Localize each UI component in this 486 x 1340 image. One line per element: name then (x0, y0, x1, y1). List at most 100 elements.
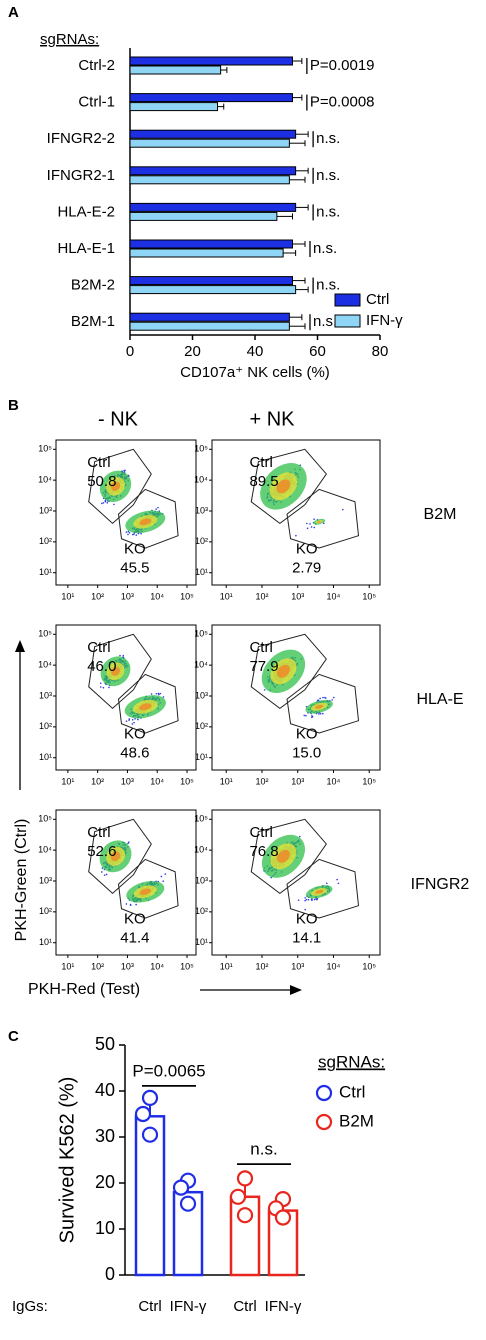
y-tick-label: 10¹ (195, 752, 208, 762)
x-tick-label: 0 (126, 343, 134, 360)
event-dot (125, 903, 128, 905)
event-dot (105, 873, 108, 876)
event-dot (309, 523, 311, 525)
event-dot (99, 686, 102, 688)
x-tick-label: 10¹ (220, 591, 233, 601)
gate-name: Ctrl (249, 639, 272, 656)
event-dot (164, 873, 167, 875)
event-dot (162, 696, 165, 698)
legend-label: Ctrl (366, 291, 389, 308)
gate-name: KO (124, 541, 146, 558)
bar (129, 312, 290, 322)
gate (286, 673, 360, 734)
event-dot (137, 532, 140, 535)
legend-marker (315, 1113, 333, 1131)
x-tick-label: 10⁵ (180, 961, 194, 971)
event-dot (297, 899, 300, 901)
event-dot (157, 692, 160, 695)
row-label: B2M (424, 506, 457, 523)
event-dot (108, 686, 110, 689)
event-dot (306, 522, 308, 525)
event-dot (305, 714, 307, 717)
bar (129, 129, 297, 139)
y-tick-label: 10¹ (195, 937, 208, 947)
event-dot (313, 518, 315, 521)
y-tick-label: 10⁵ (38, 444, 52, 454)
category-label: IFNGR2-2 (47, 130, 115, 147)
bar (129, 93, 293, 103)
y-tick-label: 10⁴ (38, 475, 52, 485)
event-dot (125, 531, 128, 533)
event-dot (311, 898, 313, 900)
y-tick-label: 10⁴ (194, 660, 208, 670)
annotation: n.s. (313, 313, 337, 330)
x-axis-label: PKH-Red (Test) (28, 981, 140, 998)
bar (129, 276, 293, 286)
gate (250, 633, 327, 709)
row-label: HLA-E (416, 691, 463, 708)
gate-name: Ctrl (249, 454, 272, 471)
gate (250, 448, 327, 524)
y-tick-label: 0 (105, 1264, 115, 1284)
plot-frame (211, 439, 381, 586)
event-dot (319, 697, 321, 700)
bar (129, 239, 293, 249)
event-dot (127, 533, 129, 536)
x-tick-label: 40 (247, 343, 264, 360)
y-tick-label: 10³ (39, 505, 52, 515)
event-dot (103, 874, 106, 876)
bar (129, 56, 293, 66)
column-header: - NK (98, 408, 139, 430)
event-dot (125, 720, 128, 722)
event-dot (131, 723, 134, 725)
y-tick-label: 30 (95, 1126, 115, 1146)
y-tick-label: 10¹ (39, 937, 52, 947)
gate (88, 633, 152, 710)
x-tick-label: 10² (91, 776, 104, 786)
y-tick-label: 10³ (195, 690, 208, 700)
event-dot (305, 898, 308, 901)
density-core (110, 481, 121, 492)
x-tick-label: 10² (255, 961, 268, 971)
gate (286, 488, 360, 549)
plot-frame (55, 809, 197, 956)
gate-name: KO (124, 726, 146, 743)
data-point (236, 1207, 254, 1224)
x-tick-label: 10¹ (220, 776, 233, 786)
panel-label: C (8, 1028, 19, 1045)
x-tick-label: 10² (91, 961, 104, 971)
bar (129, 321, 290, 331)
legend-label: Ctrl (339, 1082, 365, 1101)
event-dot (159, 692, 162, 695)
category-label: IFNGR2-1 (47, 167, 115, 184)
category-label: HLA-E-2 (57, 203, 115, 220)
x-tick-label: 10⁴ (327, 961, 341, 971)
annotation: n.s. (250, 1140, 277, 1159)
event-dot (332, 696, 335, 699)
event-dot (313, 526, 316, 529)
y-tick-label: 10⁴ (38, 660, 52, 670)
y-tick-label: 10⁴ (194, 475, 208, 485)
data-point (274, 1209, 292, 1226)
event-dot (127, 530, 130, 533)
x-tick-label: 10¹ (61, 776, 74, 786)
event-dot (101, 871, 103, 873)
panel-label: A (8, 4, 19, 21)
category-label: Ctrl-1 (78, 94, 115, 111)
event-dot (160, 875, 163, 878)
legend-swatch (334, 314, 361, 328)
event-dot (128, 718, 131, 720)
bar (129, 65, 222, 75)
event-dot (324, 696, 326, 699)
gate-name: KO (296, 541, 318, 558)
annotation: P=0.0019 (310, 57, 375, 74)
x-arrowhead (290, 985, 302, 995)
legend-label: IFN-γ (366, 312, 403, 329)
event-dot (337, 882, 340, 885)
event-dot (106, 501, 109, 504)
event-dot (311, 716, 313, 719)
gate-value: 41.4 (120, 930, 149, 947)
y-tick-label: 10³ (195, 875, 208, 885)
event-dot (99, 682, 102, 685)
